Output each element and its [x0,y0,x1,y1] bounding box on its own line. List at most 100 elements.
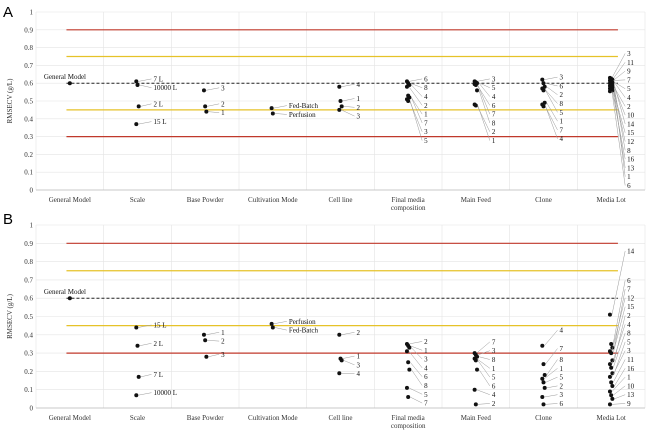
category-label: General Model [49,414,91,422]
data-point [609,351,614,356]
y-tick-label: 0.5 [24,98,33,106]
leader-line [273,321,287,325]
data-point [406,395,411,400]
general-model-line-label: General Model [44,288,86,296]
data-point [203,104,208,109]
leader-line [476,104,491,132]
point-label: 2 [221,100,225,108]
category-label: Cell line [329,414,353,422]
category-label: General Model [49,196,91,204]
category-label-line: Final media [392,196,426,204]
point-label: 2 [627,312,631,320]
point-label: 7 L [154,75,164,83]
point-label: 13 [627,391,635,399]
leader-line [614,394,626,400]
point-label: 1 [492,137,496,145]
category-label: Final media composition [391,196,426,212]
point-label: 8 [492,356,496,364]
data-point [203,338,208,343]
point-label: 1 [424,111,428,119]
leader-line [274,113,287,115]
leader-line [476,341,490,354]
point-label: 8 [560,100,564,108]
point-label: 3 [357,113,361,121]
y-tick-label: 0.4 [24,115,33,123]
leader-line [411,84,423,97]
leader-line [545,106,558,139]
leader-line [613,81,626,89]
category-label-line: Final media [392,414,426,422]
leader-line [408,86,423,106]
leader-line [545,82,558,87]
point-label: 5 [424,391,428,399]
leader-line [342,355,355,359]
leader-line [544,88,558,104]
data-point [339,104,344,109]
point-label: 3 [221,84,225,92]
leader-line [477,360,491,378]
data-point [204,354,209,359]
data-point [269,106,274,111]
leader-line [411,369,423,386]
point-label: 8 [492,119,496,127]
leader-line [409,100,423,141]
point-label: 16 [627,156,635,164]
y-tick-label: 0.8 [24,258,33,266]
point-label: 1 [357,353,361,361]
point-label: 14 [627,248,635,256]
point-label: 6 [424,373,428,381]
leader-line [611,53,626,78]
leader-line [274,327,287,331]
point-label: 3 [627,347,631,355]
data-point [339,358,344,363]
category-label: Scale [130,196,145,204]
y-tick-label: 0.3 [24,133,33,141]
leader-line [546,359,558,376]
data-point [407,345,412,350]
point-label: 1 [221,329,225,337]
y-tick-label: 0.4 [24,331,33,339]
data-point [337,332,342,337]
leader-line [410,82,423,88]
category-label: Base Powder [187,414,224,422]
point-label: 1 [560,365,564,373]
leader-line [614,87,626,151]
point-label: 9 [627,400,631,408]
category-label-line: composition [391,422,426,430]
data-point [404,84,409,89]
leader-line [614,90,626,177]
leader-line [477,82,490,88]
leader-line [614,70,626,80]
general-model-line-label: General Model [44,73,86,81]
point-label: 7 [560,126,564,134]
leader-line [611,91,626,186]
chart-panel-a: 0 0.1 0.2 0.3 0.4 0.5 0.6 0.7 0.8 0.9 1 RMSECV (g/L… [6,9,646,212]
point-label: 9 [627,68,631,76]
point-label: 6 [424,75,428,83]
leader-line [545,403,558,405]
category-label: Final media composition [391,414,426,430]
point-label: 7 [627,286,631,294]
data-point [475,88,480,93]
data-point [136,374,141,379]
category-label: Main Feed [461,196,492,204]
leader-line [546,102,558,122]
panel-label-a: A [3,4,13,21]
point-label: 1 [357,95,361,103]
point-label: 2 [357,329,361,337]
y-tick-label: 0.2 [24,151,33,159]
point-label: 7 [627,76,631,84]
point-label: 7 [492,338,496,346]
data-point [541,362,546,367]
point-label: 1 [627,173,631,181]
leader-line [613,385,626,396]
category-label: Main Feed [461,414,492,422]
data-point [134,393,139,398]
point-label: 6 [560,400,564,408]
data-point [404,385,409,390]
leader-line [408,387,423,395]
data-point [136,104,141,109]
leader-line [545,348,558,365]
category-label: Media Lot [596,196,625,204]
chart-panel-b: 0 0.1 0.2 0.3 0.4 0.5 0.6 0.7 0.8 0.9 1 RMSECV (g/L… [6,222,646,430]
